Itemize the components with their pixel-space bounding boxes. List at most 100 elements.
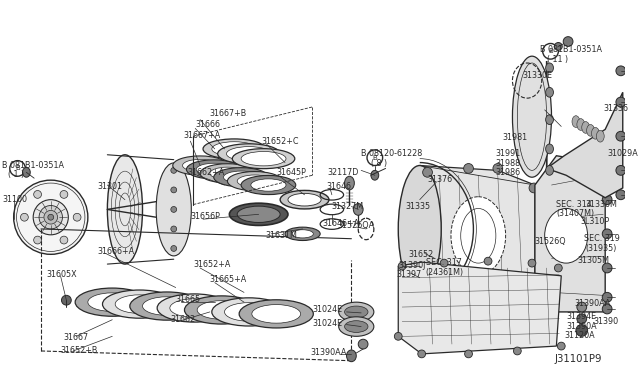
Ellipse shape <box>554 42 562 50</box>
Ellipse shape <box>339 302 374 322</box>
Ellipse shape <box>200 164 255 183</box>
Text: B 08120-61228: B 08120-61228 <box>361 149 422 158</box>
Ellipse shape <box>115 295 164 313</box>
Text: 31394E: 31394E <box>566 312 596 321</box>
Ellipse shape <box>572 116 580 128</box>
Ellipse shape <box>546 63 554 73</box>
Ellipse shape <box>48 214 54 220</box>
Ellipse shape <box>130 292 204 320</box>
Ellipse shape <box>616 190 626 200</box>
Text: B: B <box>548 48 553 54</box>
Ellipse shape <box>465 350 472 358</box>
Ellipse shape <box>563 37 573 46</box>
Ellipse shape <box>344 321 368 333</box>
Text: 31662+A: 31662+A <box>188 169 225 177</box>
Text: 31652+C: 31652+C <box>262 137 299 146</box>
Text: 31029A: 31029A <box>607 149 638 158</box>
Ellipse shape <box>546 144 554 154</box>
Text: 31665+A: 31665+A <box>210 275 247 284</box>
Ellipse shape <box>339 317 374 336</box>
Text: 31631M: 31631M <box>266 231 298 240</box>
Ellipse shape <box>214 168 268 187</box>
Text: 31024E: 31024E <box>312 319 342 328</box>
Ellipse shape <box>173 156 227 175</box>
Ellipse shape <box>251 179 286 191</box>
Ellipse shape <box>186 160 241 179</box>
Text: 31327M: 31327M <box>332 202 364 211</box>
Ellipse shape <box>60 190 68 198</box>
Ellipse shape <box>88 293 137 311</box>
Ellipse shape <box>529 288 539 297</box>
Ellipse shape <box>451 197 506 275</box>
Ellipse shape <box>596 130 604 142</box>
Ellipse shape <box>292 230 314 238</box>
Ellipse shape <box>493 164 502 173</box>
Text: 31336: 31336 <box>604 104 628 113</box>
Ellipse shape <box>39 205 63 229</box>
Ellipse shape <box>602 164 612 173</box>
Ellipse shape <box>227 171 282 191</box>
Ellipse shape <box>156 163 191 256</box>
Ellipse shape <box>557 342 565 350</box>
Ellipse shape <box>196 163 231 176</box>
Ellipse shape <box>229 203 288 225</box>
Ellipse shape <box>418 350 426 358</box>
Text: 31667+A: 31667+A <box>184 131 221 140</box>
Ellipse shape <box>576 325 588 336</box>
Text: 31390: 31390 <box>593 317 619 326</box>
Text: 32117D: 32117D <box>327 169 358 177</box>
Ellipse shape <box>75 288 149 316</box>
Ellipse shape <box>353 203 363 215</box>
Ellipse shape <box>394 333 402 340</box>
Ellipse shape <box>197 301 246 319</box>
Ellipse shape <box>252 305 301 323</box>
Text: 3L310P: 3L310P <box>580 217 610 226</box>
Ellipse shape <box>616 66 626 76</box>
Text: 31390AA: 31390AA <box>574 299 611 308</box>
Ellipse shape <box>237 175 273 187</box>
Ellipse shape <box>13 180 88 254</box>
Ellipse shape <box>602 304 612 314</box>
Ellipse shape <box>203 139 266 159</box>
Text: 31305M: 31305M <box>578 256 610 265</box>
Ellipse shape <box>513 347 521 355</box>
Ellipse shape <box>344 176 355 190</box>
Ellipse shape <box>170 299 219 317</box>
Text: (24361M): (24361M) <box>426 268 464 277</box>
Ellipse shape <box>184 296 259 324</box>
Ellipse shape <box>108 155 143 264</box>
Ellipse shape <box>371 170 379 180</box>
Ellipse shape <box>546 115 554 125</box>
Ellipse shape <box>367 150 383 166</box>
Text: ( 11 ): ( 11 ) <box>547 55 568 64</box>
Text: 31665: 31665 <box>176 295 201 304</box>
Ellipse shape <box>616 166 626 175</box>
Ellipse shape <box>210 167 245 179</box>
Ellipse shape <box>61 295 71 305</box>
Ellipse shape <box>182 159 218 171</box>
Ellipse shape <box>241 151 286 166</box>
Polygon shape <box>420 166 535 307</box>
Ellipse shape <box>616 97 626 107</box>
Ellipse shape <box>398 166 441 292</box>
Ellipse shape <box>171 206 177 212</box>
Text: 31390A: 31390A <box>566 322 596 331</box>
Ellipse shape <box>20 213 28 221</box>
Ellipse shape <box>227 147 271 161</box>
Ellipse shape <box>545 208 588 263</box>
Ellipse shape <box>587 125 595 136</box>
Text: 31656P: 31656P <box>190 212 220 221</box>
Text: 31646+A: 31646+A <box>322 219 359 228</box>
Ellipse shape <box>34 236 42 244</box>
Ellipse shape <box>171 187 177 193</box>
Ellipse shape <box>546 87 554 97</box>
Ellipse shape <box>239 300 314 328</box>
Ellipse shape <box>288 193 321 206</box>
Ellipse shape <box>463 164 474 173</box>
Ellipse shape <box>577 119 585 130</box>
Ellipse shape <box>528 259 536 267</box>
Ellipse shape <box>280 190 329 209</box>
Ellipse shape <box>102 290 177 318</box>
Ellipse shape <box>171 226 177 232</box>
Ellipse shape <box>346 350 356 362</box>
